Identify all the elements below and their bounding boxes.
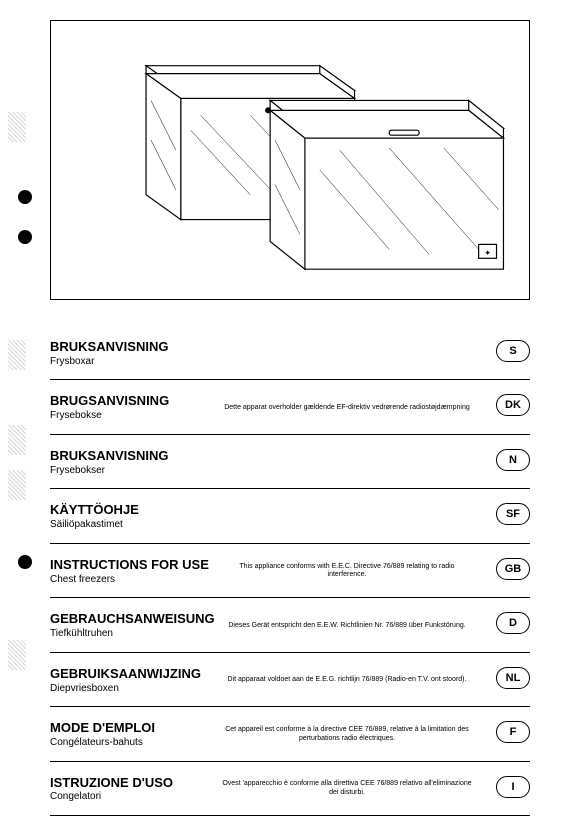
section-left: GEBRUIKSAANWIJZINGDiepvriesboxen [50, 667, 210, 694]
section-left: BRUGSANVISNINGFrysebokse [50, 394, 210, 421]
language-section: MODE D'EMPLOICongélateurs-bahuts Cet appa… [50, 721, 530, 761]
punch-hole [18, 555, 32, 569]
compliance-note: Dieses Gerät entspricht den E.E.W. Richt… [218, 622, 476, 631]
section-subtitle: Diepvriesboxen [50, 683, 210, 695]
section-subtitle: Säiliöpakastimet [50, 519, 210, 531]
svg-text:✦: ✦ [484, 248, 491, 257]
section-title: BRUKSANVISNING [50, 340, 210, 355]
section-divider [50, 434, 530, 435]
section-divider [50, 652, 530, 653]
scan-artifact [8, 425, 26, 455]
compliance-note: Dit apparaat voldoet aan de E.E.G. richt… [218, 676, 476, 685]
section-title: INSTRUCTIONS FOR USE [50, 558, 210, 573]
compliance-note: This appliance conforms with E.E.C. Dire… [218, 563, 476, 581]
section-divider [50, 597, 530, 598]
section-divider [50, 543, 530, 544]
document-page: ✦ BRUKSANVISNINGFrysboxarSBRUGSANVISNING… [50, 20, 530, 816]
language-badge: N [496, 449, 530, 471]
section-divider [50, 706, 530, 707]
scan-artifact [8, 470, 26, 500]
section-left: INSTRUCTIONS FOR USEChest freezers [50, 558, 210, 585]
language-section: INSTRUCTIONS FOR USEChest freezers This a… [50, 558, 530, 598]
punch-hole [18, 230, 32, 244]
language-badge: S [496, 340, 530, 362]
section-left: GEBRAUCHSANWEISUNGTiefkühltruhen [50, 612, 210, 639]
section-title: ISTRUZIONE D'USO [50, 776, 210, 791]
scan-artifact [8, 340, 26, 370]
section-left: BRUKSANVISNINGFrysebokser [50, 449, 210, 476]
language-badge: F [496, 721, 530, 743]
language-badge: D [496, 612, 530, 634]
chest-freezers-drawing: ✦ [51, 21, 529, 299]
section-title: BRUGSANVISNING [50, 394, 210, 409]
section-subtitle: Frysebokse [50, 410, 210, 422]
section-title: GEBRUIKSAANWIJZING [50, 667, 210, 682]
language-badge: NL [496, 667, 530, 689]
section-subtitle: Frysboxar [50, 356, 210, 368]
section-subtitle: Congelatori [50, 791, 210, 803]
section-left: MODE D'EMPLOICongélateurs-bahuts [50, 721, 210, 748]
section-subtitle: Frysebokser [50, 465, 210, 477]
language-section: BRUGSANVISNINGFrysebokse Dette apparat ov… [50, 394, 530, 434]
section-title: BRUKSANVISNING [50, 449, 210, 464]
section-divider [50, 761, 530, 762]
punch-hole [18, 190, 32, 204]
language-section: GEBRUIKSAANWIJZINGDiepvriesboxen Dit appa… [50, 667, 530, 707]
language-section: BRUKSANVISNINGFrysboxar S [50, 340, 530, 380]
language-section: BRUKSANVISNINGFrysebokser N [50, 449, 530, 489]
language-badge: GB [496, 558, 530, 580]
section-title: MODE D'EMPLOI [50, 721, 210, 736]
section-subtitle: Congélateurs-bahuts [50, 737, 210, 749]
language-badge: SF [496, 503, 530, 525]
compliance-note: Ovest 'apparecchio è conforme alla diret… [218, 780, 476, 798]
scan-artifact [8, 112, 26, 142]
product-illustration: ✦ [50, 20, 530, 300]
language-badge: I [496, 776, 530, 798]
section-title: KÄYTTÖOHJE [50, 503, 210, 518]
language-badge: DK [496, 394, 530, 416]
section-left: BRUKSANVISNINGFrysboxar [50, 340, 210, 367]
compliance-note: Dette apparat overholder gældende EF-dir… [218, 404, 476, 413]
language-section: ISTRUZIONE D'USOCongelatori Ovest 'appare… [50, 776, 530, 816]
language-section: KÄYTTÖOHJESäiliöpakastimet SF [50, 503, 530, 543]
section-divider [50, 488, 530, 489]
compliance-note: Cet appareil est conforme à la directive… [218, 726, 476, 744]
section-divider [50, 379, 530, 380]
scan-artifact [8, 640, 26, 670]
language-sections: BRUKSANVISNINGFrysboxarSBRUGSANVISNINGFr… [50, 340, 530, 816]
section-left: KÄYTTÖOHJESäiliöpakastimet [50, 503, 210, 530]
section-subtitle: Tiefkühltruhen [50, 628, 210, 640]
section-title: GEBRAUCHSANWEISUNG [50, 612, 210, 627]
section-left: ISTRUZIONE D'USOCongelatori [50, 776, 210, 803]
language-section: GEBRAUCHSANWEISUNGTiefkühltruhen Dieses G… [50, 612, 530, 652]
section-subtitle: Chest freezers [50, 574, 210, 586]
